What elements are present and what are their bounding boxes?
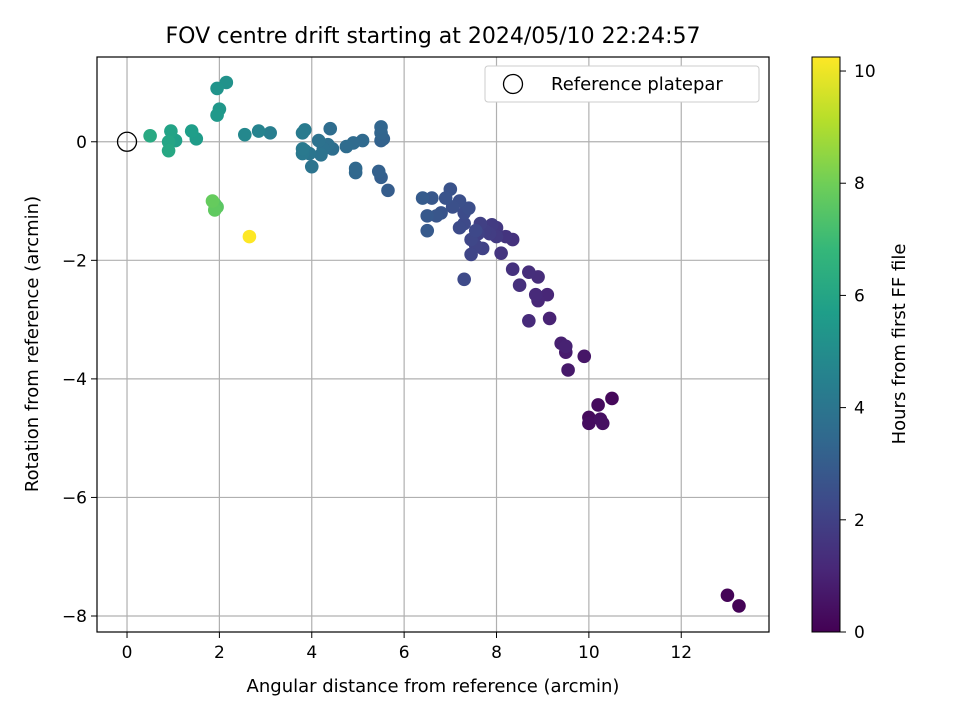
data-point (577, 349, 592, 364)
x-tick-label: 4 (306, 643, 317, 663)
data-point (522, 265, 536, 279)
data-point (605, 391, 619, 406)
data-point (295, 142, 310, 156)
data-point (164, 124, 178, 138)
colorbar-tick-label: 8 (854, 174, 865, 194)
data-point (251, 124, 266, 138)
y-tick-label: −2 (62, 251, 87, 271)
data-point (542, 311, 557, 326)
y-tick-label: −4 (62, 370, 87, 390)
legend-marker-icon (502, 73, 524, 95)
data-point (295, 126, 310, 140)
colorbar-tick-label: 0 (854, 623, 865, 643)
data-point (522, 313, 536, 328)
x-tick-label: 2 (214, 643, 225, 663)
data-point (348, 161, 363, 176)
data-point (304, 159, 319, 174)
legend-box (484, 65, 760, 103)
data-point (457, 272, 471, 287)
colorbar-gradient (811, 56, 841, 633)
x-axis: 0 2 4 6 8 10 12 (122, 632, 692, 663)
data-point (242, 229, 257, 244)
colorbar: 0 2 4 6 8 10 Hours from first FF file (811, 56, 910, 643)
data-point (263, 126, 277, 140)
data-point (210, 108, 224, 122)
y-tick-label: −8 (62, 607, 87, 627)
data-point (558, 339, 573, 354)
data-point (420, 223, 435, 238)
data-point (143, 129, 157, 143)
data-point (374, 120, 388, 134)
x-axis-label: Angular distance from reference (arcmin) (247, 676, 620, 697)
data-point (468, 223, 483, 238)
chart-title: FOV centre drift starting at 2024/05/10 … (166, 24, 701, 49)
data-point (323, 121, 338, 136)
colorbar-tick-label: 6 (854, 286, 865, 306)
data-point (205, 194, 220, 208)
data-point (494, 246, 508, 261)
data-point (371, 164, 386, 179)
data-point (561, 363, 575, 377)
reference-point (116, 131, 138, 152)
data-point (438, 191, 453, 205)
data-point (381, 183, 395, 198)
data-point (184, 124, 199, 138)
data-point (237, 127, 252, 142)
y-axis-label: Rotation from reference (arcmin) (22, 196, 43, 492)
colorbar-tick-label: 10 (854, 62, 876, 82)
data-point (339, 139, 354, 154)
x-tick-label: 10 (578, 643, 600, 663)
data-point (464, 247, 478, 262)
scatter-points (143, 75, 746, 613)
data-point (720, 588, 735, 603)
colorbar-tick-label: 2 (854, 511, 865, 531)
legend-label: Reference platepar (551, 74, 723, 95)
reference-marker (116, 131, 138, 152)
data-point (461, 201, 476, 215)
colorbar-tick-label: 4 (854, 399, 865, 419)
x-tick-label: 6 (399, 643, 410, 663)
data-point (512, 278, 527, 293)
x-tick-label: 0 (122, 643, 133, 663)
data-point (314, 148, 328, 162)
data-point (415, 191, 430, 205)
data-point (732, 599, 746, 613)
colorbar-label: Hours from first FF file (889, 244, 910, 445)
data-point (528, 287, 543, 302)
data-point (591, 398, 605, 412)
x-tick-label: 12 (670, 643, 692, 663)
plot-frame (96, 56, 770, 633)
legend: Reference platepar (484, 65, 760, 103)
y-axis: 0 −2 −4 −6 −8 (62, 133, 97, 627)
data-point (452, 220, 467, 235)
data-point (595, 416, 610, 431)
x-tick-label: 8 (491, 643, 502, 663)
data-point (505, 262, 520, 277)
data-point (311, 133, 326, 148)
data-point (420, 209, 435, 223)
y-tick-label: −6 (62, 488, 87, 508)
data-point (210, 81, 224, 96)
data-point (582, 416, 596, 431)
y-tick-label: 0 (76, 133, 87, 153)
data-point (161, 143, 176, 158)
